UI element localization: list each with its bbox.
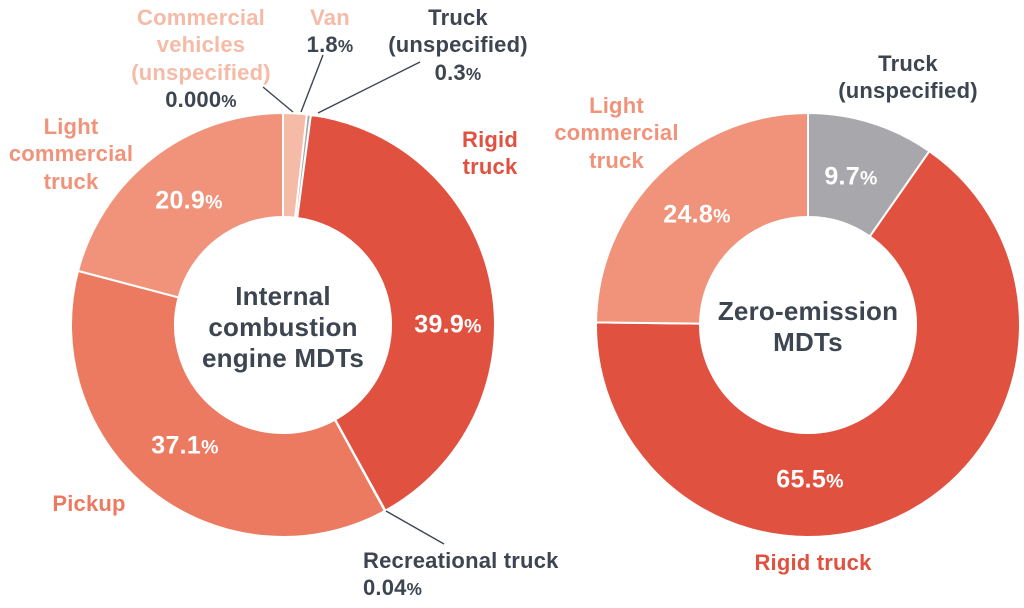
leader-line-commercial-vehicles <box>262 86 294 113</box>
callout-truck-unspecified-right: Truck (unspecified) <box>818 50 998 105</box>
callout-pickup-label: Pickup <box>52 491 126 516</box>
callout-truck-unspecified-left-label: Truck (unspecified) <box>388 5 528 58</box>
chart-title-line: Internal <box>235 281 331 311</box>
callout-recreational-truck: Recreational truck 0.04% <box>363 547 598 602</box>
segment-pickup <box>70 269 386 538</box>
callout-recreational-truck-value: 0.04% <box>363 575 423 601</box>
callout-commercial-vehicles: Commercial vehicles (unspecified) 0.000% <box>112 4 290 113</box>
leader-lines <box>262 54 445 545</box>
leader-line-van <box>300 54 324 113</box>
chart-title-line: engine MDTs <box>201 343 365 374</box>
segment-value-rigid-left: 39.9% <box>414 310 482 339</box>
segment-rigid-truck <box>595 150 1021 538</box>
segment-value-truck-unspecified-right: 9.7% <box>824 162 878 191</box>
segment-value-light-commercial-left: 20.9% <box>155 186 223 215</box>
segment-rigid-truck <box>296 113 496 512</box>
donut-internal-combustion-mdts <box>70 111 496 538</box>
donut-zero-emission-mdts <box>595 112 1021 538</box>
callout-pickup: Pickup <box>43 490 135 517</box>
callout-van-label: Van <box>310 5 350 30</box>
chart-title-line: combustion <box>208 312 358 343</box>
segment-value-light-commercial-right: 24.8% <box>663 200 731 229</box>
callout-truck-unspecified-left: Truck (unspecified) 0.3% <box>378 4 538 86</box>
callout-light-commercial-right-label: Light commercial truck <box>554 93 679 173</box>
callout-truck-unspecified-left-value: 0.3% <box>434 59 482 85</box>
leader-line-recreational-truck <box>385 510 445 545</box>
chart-title-line: Zero-emission <box>717 296 899 326</box>
segment-value-rigid-right: 65.5% <box>776 465 844 494</box>
chart-title-line: MDTs <box>773 327 843 358</box>
callout-commercial-vehicles-value: 0.000% <box>165 86 237 112</box>
segment-value-pickup: 37.1% <box>151 431 219 460</box>
chart-title-zero-emission: Zero-emission MDTs <box>693 296 923 358</box>
callout-light-commercial-left: Light commercial truck <box>0 113 142 195</box>
leader-line-truck-unspecified <box>317 61 421 114</box>
callout-rigid-truck-left: Rigid truck <box>435 126 545 181</box>
callout-light-commercial-left-label: Light commercial truck <box>8 114 134 194</box>
segment-light-commercial-truck <box>77 112 284 299</box>
callout-rigid-truck-right-label: Rigid truck <box>754 550 872 575</box>
callout-rigid-truck-right: Rigid truck <box>733 549 893 576</box>
callout-rigid-truck-left-label: Rigid truck <box>462 127 518 180</box>
chart-title-internal-combustion: Internal combustion engine MDTs <box>168 281 398 375</box>
callout-van-value: 1.8% <box>306 32 354 58</box>
callout-recreational-truck-label: Recreational truck <box>363 548 559 573</box>
callout-light-commercial-right: Light commercial truck <box>544 92 689 174</box>
callout-van: Van 1.8% <box>300 4 360 59</box>
callout-truck-unspecified-right-label: Truck (unspecified) <box>838 51 978 104</box>
segment-light-commercial-truck <box>595 112 809 325</box>
callout-commercial-vehicles-label: Commercial vehicles (unspecified) <box>131 5 271 85</box>
